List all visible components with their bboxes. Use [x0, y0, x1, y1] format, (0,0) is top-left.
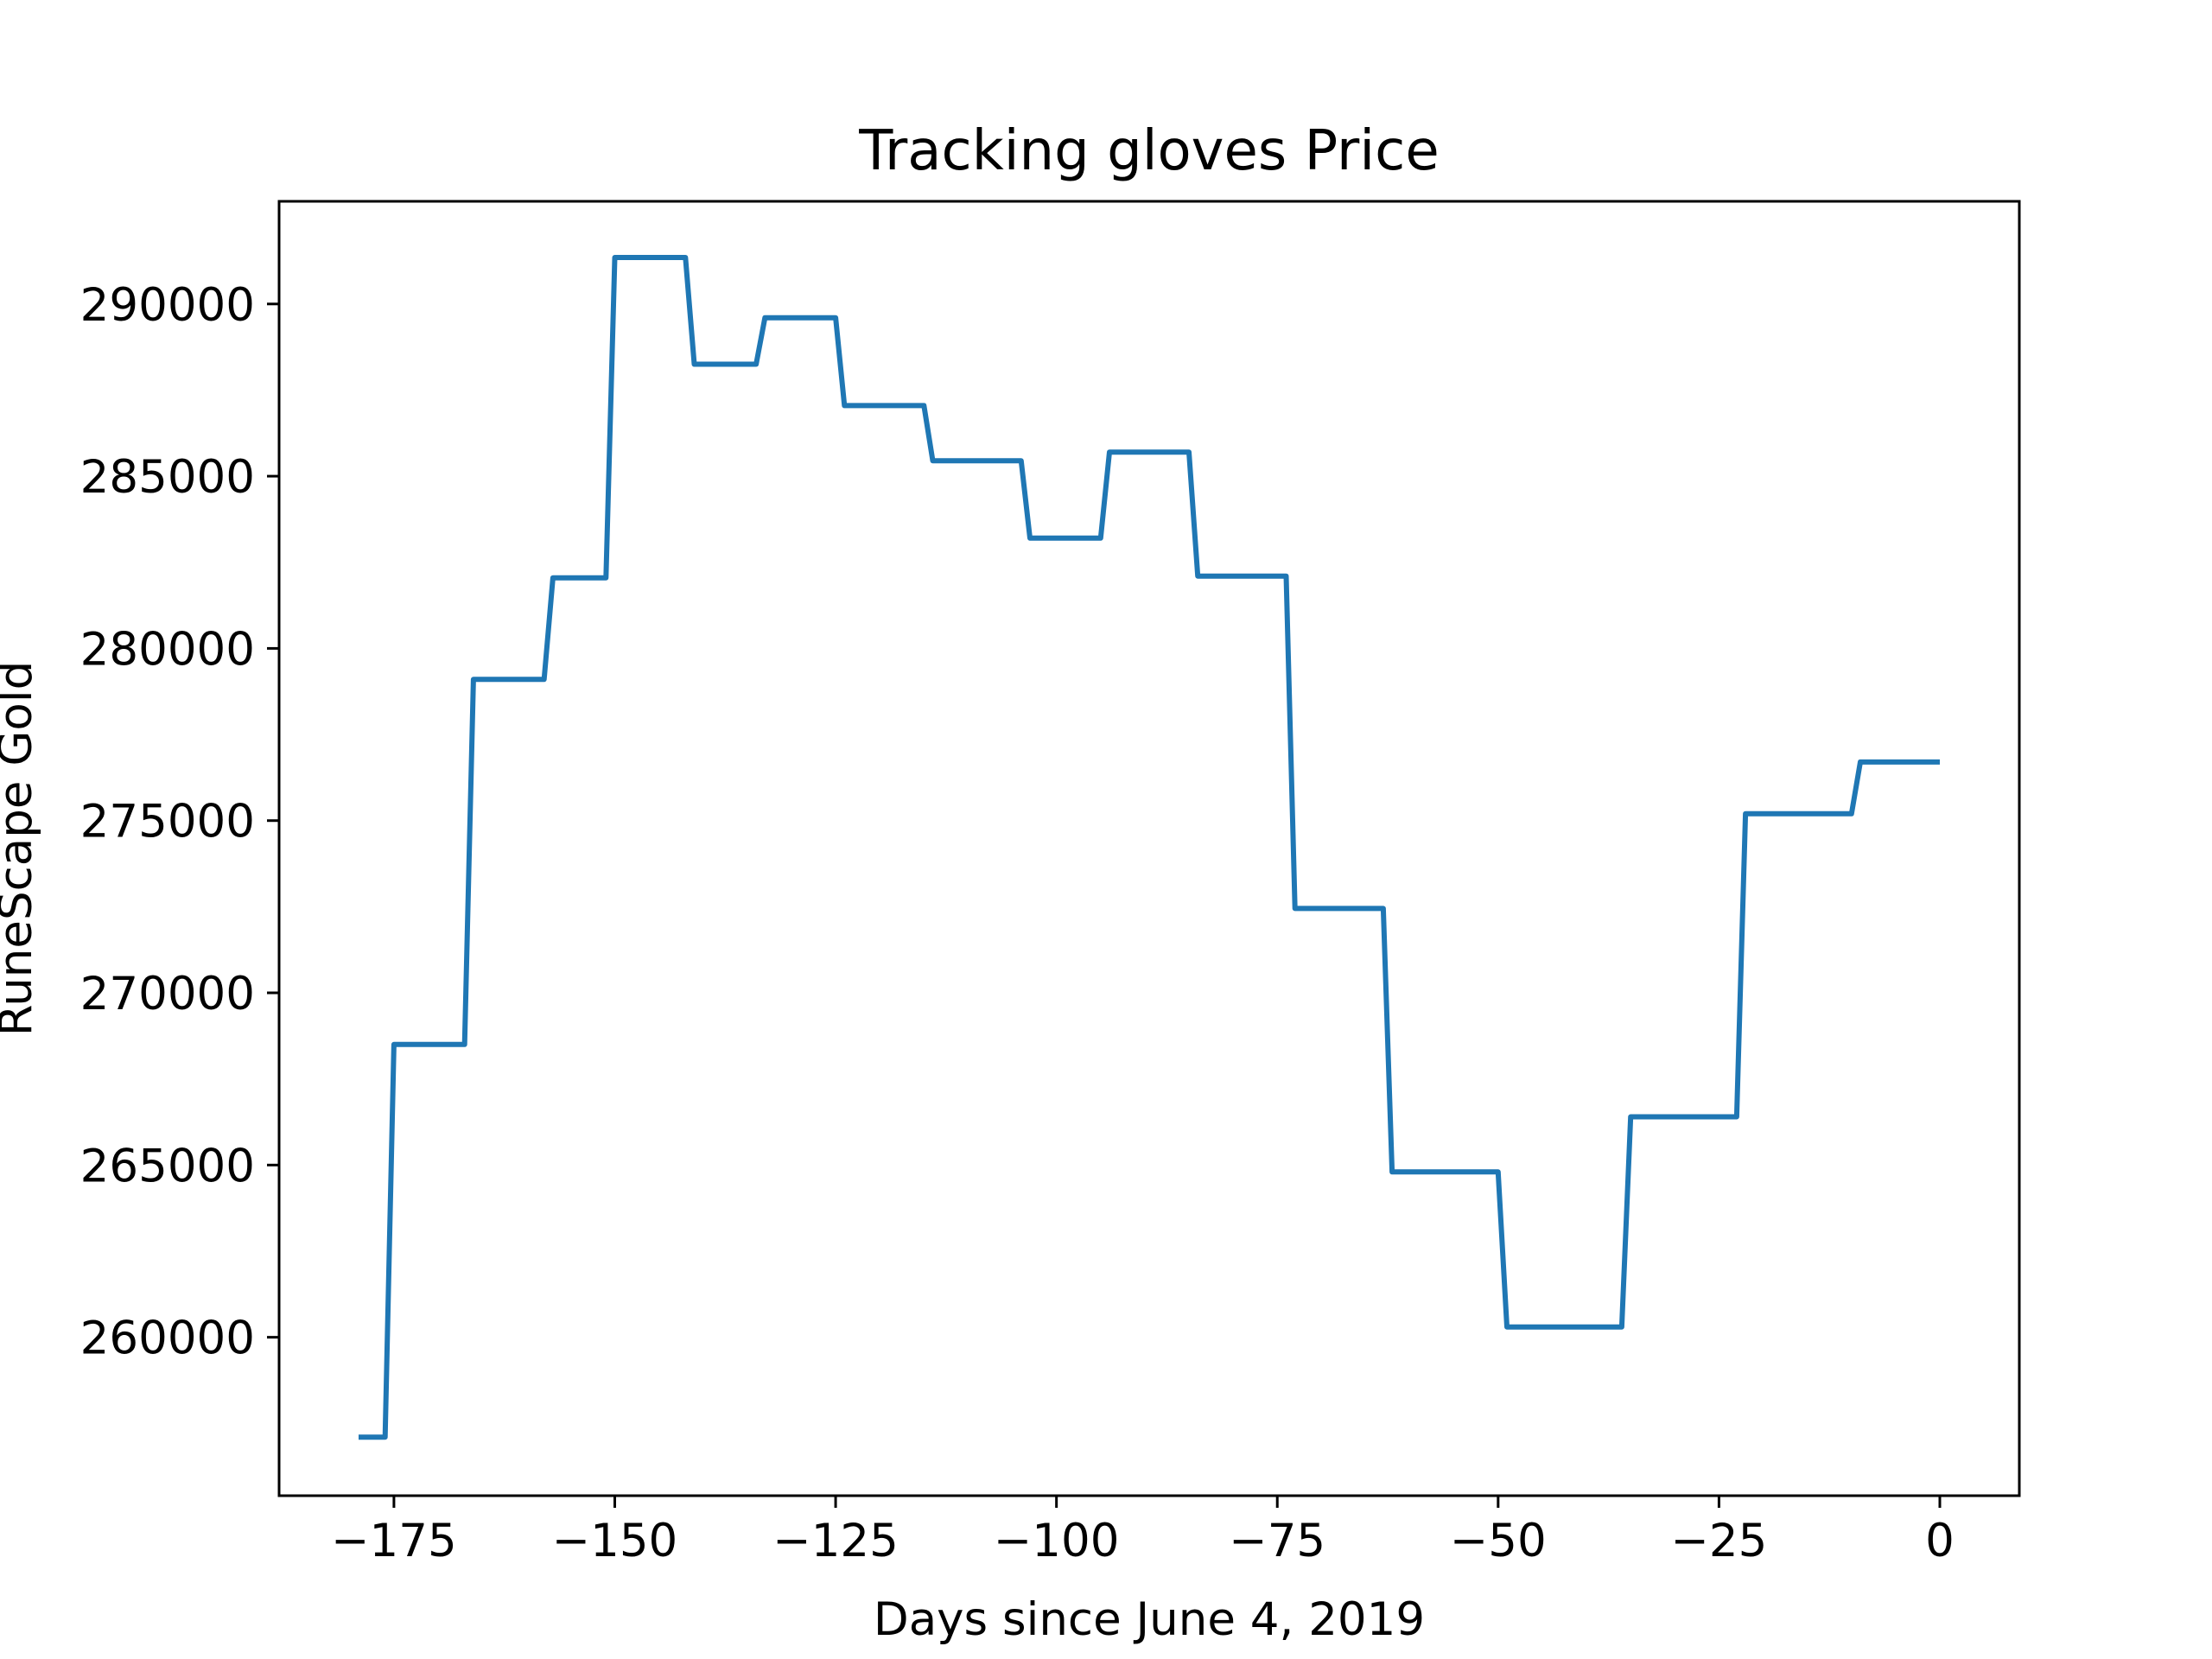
- x-axis-label: Days since June 4, 2019: [874, 1593, 1425, 1646]
- y-tick-label: 280000: [80, 623, 255, 676]
- x-tick-label: −125: [772, 1515, 899, 1567]
- y-tick-label: 290000: [80, 279, 255, 332]
- y-tick-label: 275000: [80, 796, 255, 849]
- x-tick-label: −150: [552, 1515, 678, 1567]
- x-tick-label: −100: [994, 1515, 1120, 1567]
- x-tick-label: −50: [1450, 1515, 1547, 1567]
- x-tick-label: −25: [1670, 1515, 1767, 1567]
- y-tick-label: 260000: [80, 1313, 255, 1365]
- x-tick-label: −175: [331, 1515, 457, 1567]
- y-tick-label: 265000: [80, 1140, 255, 1192]
- y-tick-label: 270000: [80, 968, 255, 1020]
- plot-area-frame: [277, 200, 2021, 1497]
- axis-ticks: −175 −150 −125 −100 −75 −50 −25 0 260000 265000 27…: [80, 279, 1955, 1567]
- x-tick-label: −75: [1229, 1515, 1325, 1567]
- y-axis-label: RuneScape Gold: [0, 661, 42, 1036]
- chart-title: Tracking gloves Price: [858, 119, 1439, 183]
- price-series-line: [359, 255, 1940, 1440]
- y-tick-label: 285000: [80, 451, 255, 504]
- x-tick-label: 0: [1925, 1515, 1955, 1567]
